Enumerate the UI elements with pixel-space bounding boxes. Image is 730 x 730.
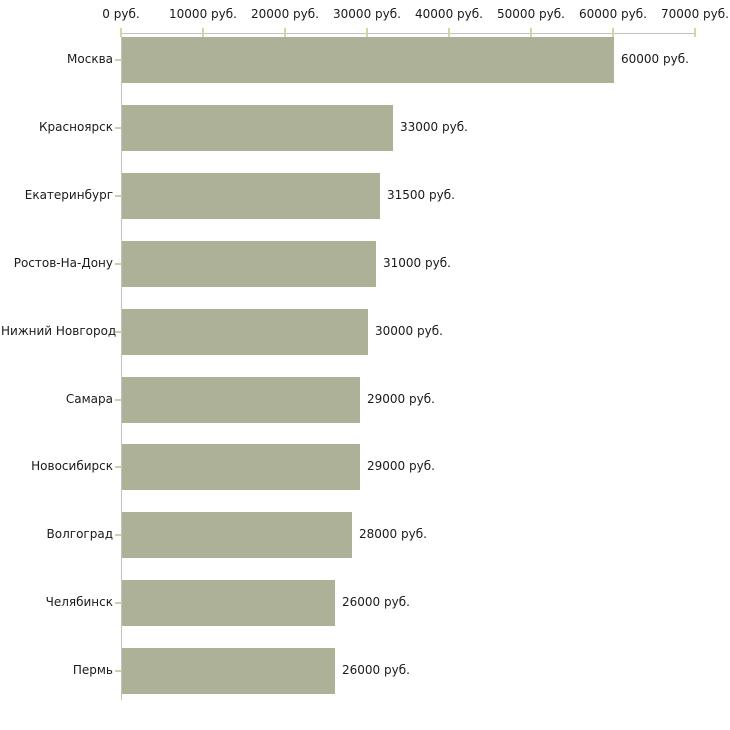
bar xyxy=(122,173,380,219)
value-label: 30000 руб. xyxy=(375,324,443,338)
category-label: Пермь xyxy=(72,663,113,677)
category-label: Москва xyxy=(67,52,113,66)
y-tick-mark xyxy=(115,59,121,61)
category-label: Екатеринбург xyxy=(24,188,113,202)
bar xyxy=(122,37,614,83)
y-tick-mark xyxy=(115,127,121,129)
x-tick-label: 70000 руб. xyxy=(661,7,729,21)
bar-row: Пермь 26000 руб. xyxy=(73,648,695,694)
bar-row: Новосибирск 29000 руб. xyxy=(31,444,695,490)
value-label: 29000 руб. xyxy=(367,392,435,406)
x-tick-label: 20000 руб. xyxy=(251,7,319,21)
x-tick-mark xyxy=(530,28,532,37)
value-label: 31000 руб. xyxy=(383,256,451,270)
category-label: Челябинск xyxy=(45,595,113,609)
x-tick-mark xyxy=(694,28,696,37)
bar xyxy=(122,377,360,423)
bar-row: Москва 60000 руб. xyxy=(67,37,695,83)
x-axis-line xyxy=(121,33,696,34)
category-label: Новосибирск xyxy=(31,459,113,473)
bar-row: Волгоград 28000 руб. xyxy=(47,512,695,558)
value-label: 28000 руб. xyxy=(359,527,427,541)
x-tick-mark xyxy=(120,28,122,37)
x-tick-label: 40000 руб. xyxy=(415,7,483,21)
bar xyxy=(122,648,335,694)
value-label: 26000 руб. xyxy=(342,595,410,609)
y-tick-mark xyxy=(115,602,121,604)
bar-row: Красноярск 33000 руб. xyxy=(39,105,695,151)
x-tick-mark xyxy=(612,28,614,37)
category-label: Самара xyxy=(65,392,113,406)
bar-row: Ростов-На-Дону 31000 руб. xyxy=(14,241,695,287)
y-tick-mark xyxy=(115,263,121,265)
y-tick-mark xyxy=(115,670,121,672)
y-tick-mark xyxy=(115,466,121,468)
bar-row: Самара 29000 руб. xyxy=(66,377,695,423)
bar xyxy=(122,105,393,151)
y-tick-mark xyxy=(115,195,121,197)
value-label: 33000 руб. xyxy=(400,120,468,134)
category-label: Нижний Новгород xyxy=(1,324,117,338)
bar xyxy=(122,241,376,287)
y-tick-mark xyxy=(115,399,121,401)
bar xyxy=(122,580,335,626)
value-label: 29000 руб. xyxy=(367,459,435,473)
category-label: Волгоград xyxy=(46,527,113,541)
category-label: Красноярск xyxy=(39,120,113,134)
x-tick-mark xyxy=(202,28,204,37)
value-label: 31500 руб. xyxy=(387,188,455,202)
y-tick-mark xyxy=(115,331,121,333)
x-tick-mark xyxy=(448,28,450,37)
value-label: 26000 руб. xyxy=(342,663,410,677)
x-tick-label: 10000 руб. xyxy=(169,7,237,21)
x-tick-label: 0 руб. xyxy=(102,7,140,21)
x-tick-label: 50000 руб. xyxy=(497,7,565,21)
y-axis-line xyxy=(121,33,122,700)
x-tick-label: 30000 руб. xyxy=(333,7,401,21)
bar-row: Нижний Новгород 30000 руб. xyxy=(1,309,695,355)
x-tick-label: 60000 руб. xyxy=(579,7,647,21)
bar xyxy=(122,512,352,558)
bar-row: Екатеринбург 31500 руб. xyxy=(25,173,695,219)
x-tick-mark xyxy=(366,28,368,37)
bar xyxy=(122,309,368,355)
bar xyxy=(122,444,360,490)
plot-area: 0 руб. 10000 руб. 20000 руб. 30000 руб. 4000… xyxy=(1,7,729,700)
value-label: 60000 руб. xyxy=(621,52,689,66)
bar-row: Челябинск 26000 руб. xyxy=(46,580,695,626)
category-label: Ростов-На-Дону xyxy=(13,256,113,270)
y-tick-mark xyxy=(115,534,121,536)
x-tick-mark xyxy=(284,28,286,37)
